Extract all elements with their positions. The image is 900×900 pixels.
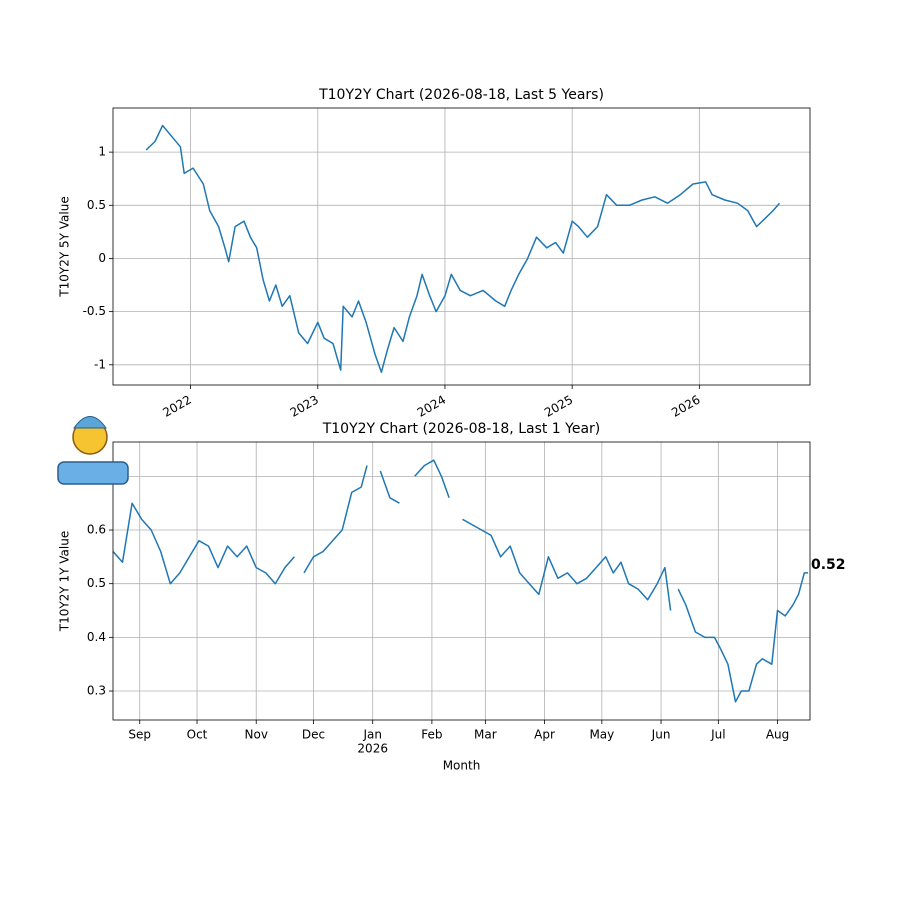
- y-tick-label: 0.5: [87, 576, 106, 590]
- y-tick-label: 0.5: [87, 198, 106, 212]
- x-tick-label: Aug: [766, 728, 789, 742]
- x-tick-label: Feb: [421, 728, 442, 742]
- last-value-annotation: 0.52: [811, 557, 846, 573]
- logo: [57, 416, 129, 485]
- logo-banner: [57, 461, 129, 485]
- y-tick-label: -0.5: [83, 304, 106, 318]
- y-tick-label: 1: [98, 145, 106, 159]
- x-tick-label: Nov: [245, 728, 268, 742]
- x-tick-label: Dec: [302, 728, 325, 742]
- axes-frame: [112, 441, 811, 721]
- x-tick-label: Apr: [534, 728, 555, 742]
- x-tick-label: May: [589, 728, 614, 742]
- chart-title: T10Y2Y Chart (2026-08-18, Last 1 Year): [322, 421, 601, 437]
- y-axis-label: T10Y2Y 5Y Value: [58, 196, 72, 297]
- data-line: [112, 459, 809, 703]
- y-axis-label: T10Y2Y 1Y Value: [58, 531, 72, 632]
- chart-title: T10Y2Y Chart (2026-08-18, Last 5 Years): [318, 87, 604, 103]
- logo-hat: [73, 416, 107, 429]
- y-tick-label: -1: [94, 357, 106, 371]
- axes-frame: [112, 107, 811, 386]
- x-axis-label: Month: [443, 759, 481, 773]
- x-tick-label: Jun: [651, 728, 671, 742]
- y-tick-label: 0.4: [87, 630, 106, 644]
- y-tick-label: 0: [98, 251, 106, 265]
- y-tick-label: 0.6: [87, 523, 106, 537]
- x-tick-label: Mar: [474, 728, 497, 742]
- y-tick-label: 0.3: [87, 684, 106, 698]
- x-tick-sublabel: 2026: [357, 742, 388, 756]
- x-tick-label: Oct: [187, 728, 208, 742]
- data-line: [145, 124, 781, 373]
- x-tick-label: Sep: [128, 728, 151, 742]
- x-tick-label: Jan: [362, 728, 382, 742]
- x-tick-label: Jul: [710, 728, 725, 742]
